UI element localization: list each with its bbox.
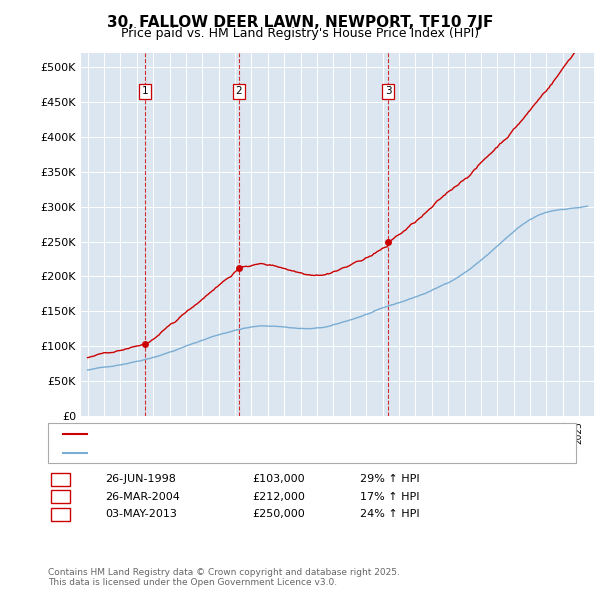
Text: 17% ↑ HPI: 17% ↑ HPI bbox=[360, 492, 419, 502]
Text: 30, FALLOW DEER LAWN, NEWPORT, TF10 7JF (detached house): 30, FALLOW DEER LAWN, NEWPORT, TF10 7JF … bbox=[93, 430, 423, 440]
Text: 26-JUN-1998: 26-JUN-1998 bbox=[105, 474, 176, 484]
Text: 1: 1 bbox=[57, 474, 64, 484]
Text: 26-MAR-2004: 26-MAR-2004 bbox=[105, 492, 180, 502]
Text: 2: 2 bbox=[57, 492, 64, 502]
Text: Price paid vs. HM Land Registry's House Price Index (HPI): Price paid vs. HM Land Registry's House … bbox=[121, 27, 479, 40]
Text: £212,000: £212,000 bbox=[252, 492, 305, 502]
Text: 29% ↑ HPI: 29% ↑ HPI bbox=[360, 474, 419, 484]
Text: 3: 3 bbox=[57, 510, 64, 519]
Text: £103,000: £103,000 bbox=[252, 474, 305, 484]
Text: £250,000: £250,000 bbox=[252, 510, 305, 519]
Text: 3: 3 bbox=[385, 86, 391, 96]
Text: Contains HM Land Registry data © Crown copyright and database right 2025.
This d: Contains HM Land Registry data © Crown c… bbox=[48, 568, 400, 587]
Text: HPI: Average price, detached house, Telford and Wrekin: HPI: Average price, detached house, Telf… bbox=[93, 448, 383, 458]
Text: 03-MAY-2013: 03-MAY-2013 bbox=[105, 510, 177, 519]
Text: 24% ↑ HPI: 24% ↑ HPI bbox=[360, 510, 419, 519]
Text: 1: 1 bbox=[142, 86, 148, 96]
Text: 30, FALLOW DEER LAWN, NEWPORT, TF10 7JF: 30, FALLOW DEER LAWN, NEWPORT, TF10 7JF bbox=[107, 15, 493, 30]
Text: 2: 2 bbox=[236, 86, 242, 96]
